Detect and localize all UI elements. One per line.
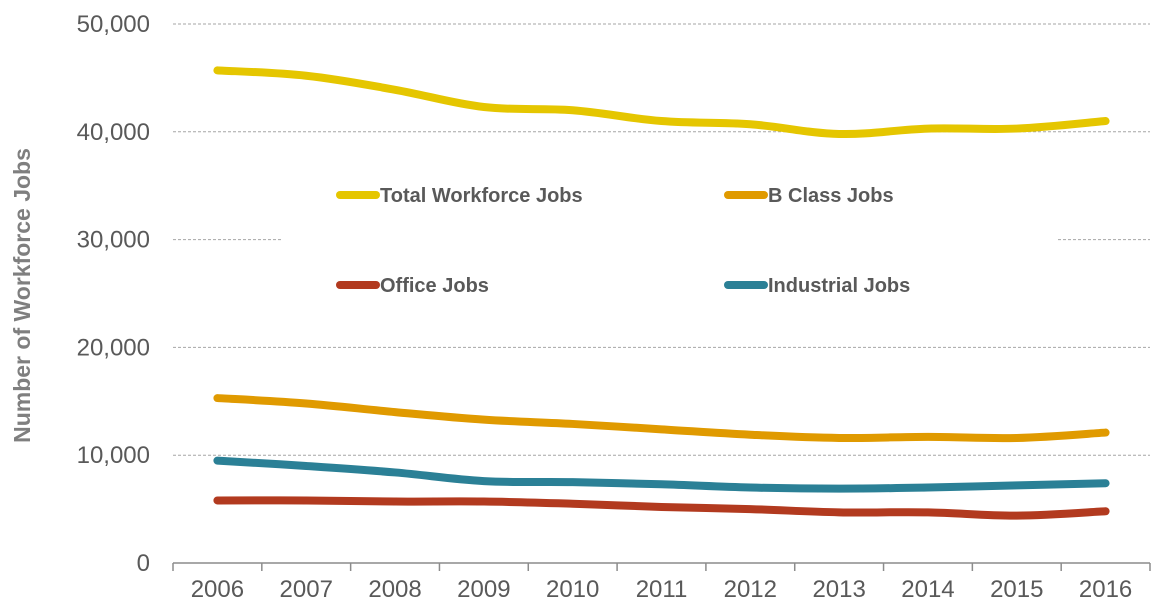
x-axis-tick-labels: 2006 2007 2008 2009 2010 2011 2012 2013 2014 2015… xyxy=(191,576,1133,603)
x-tick-label: 2013 xyxy=(812,576,865,603)
legend-label-total-workforce-jobs: Total Workforce Jobs xyxy=(380,185,583,207)
x-tick-label: 2009 xyxy=(457,576,510,603)
y-tick-label: 40,000 xyxy=(77,119,150,146)
y-tick-label: 30,000 xyxy=(77,227,150,254)
series-line-office-jobs xyxy=(213,496,1110,520)
y-tick-label: 20,000 xyxy=(77,334,150,361)
x-tick-label: 2014 xyxy=(901,576,954,603)
x-tick-label: 2006 xyxy=(191,576,244,603)
y-tick-label: 50,000 xyxy=(77,11,150,38)
series-lines xyxy=(213,66,1110,520)
x-tick-label: 2016 xyxy=(1079,576,1132,603)
y-axis-title: Number of Workforce Jobs xyxy=(9,148,35,443)
y-tick-label: 10,000 xyxy=(77,442,150,469)
legend-background xyxy=(282,172,1058,310)
legend-label-b-class-jobs: B Class Jobs xyxy=(768,185,894,207)
series-line-industrial-jobs xyxy=(213,456,1110,493)
x-tick-label: 2012 xyxy=(724,576,777,603)
legend: Total Workforce Jobs B Class Jobs Office J… xyxy=(282,172,1058,310)
series-line-b-class-jobs xyxy=(213,394,1110,443)
x-tick-label: 2010 xyxy=(546,576,599,603)
legend-label-office-jobs: Office Jobs xyxy=(380,275,489,297)
x-tick-label: 2008 xyxy=(368,576,421,603)
y-axis-tick-labels: 0 10,000 20,000 30,000 40,000 50,000 xyxy=(77,11,150,577)
legend-label-industrial-jobs: Industrial Jobs xyxy=(768,275,910,297)
x-tick-label: 2015 xyxy=(990,576,1043,603)
x-tick-label: 2007 xyxy=(280,576,333,603)
x-tick-label: 2011 xyxy=(636,576,688,603)
series-line-total-workforce-jobs xyxy=(213,66,1110,139)
y-tick-label: 0 xyxy=(137,550,150,577)
x-axis-ticks xyxy=(172,563,1151,571)
